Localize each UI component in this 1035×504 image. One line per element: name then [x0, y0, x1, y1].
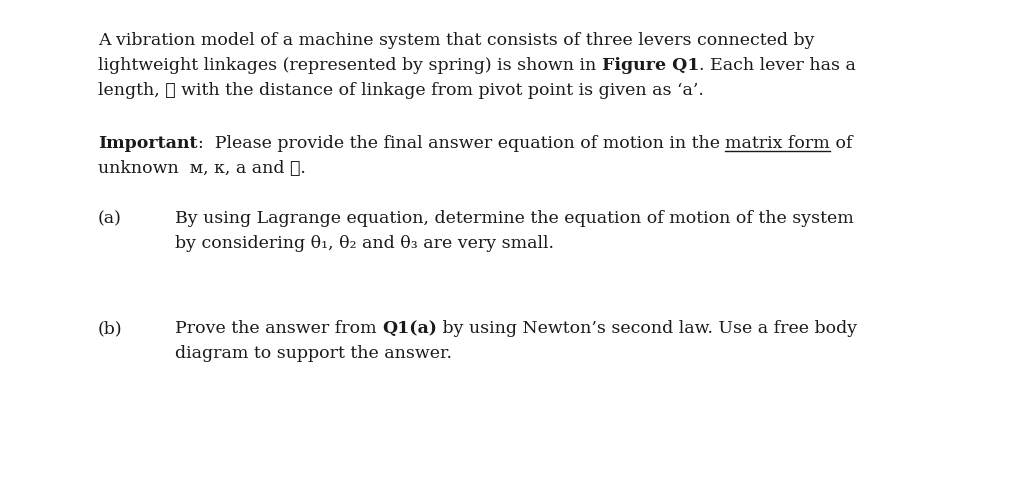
Text: Q1(a): Q1(a) — [382, 320, 437, 337]
Text: Prove the answer from: Prove the answer from — [175, 320, 382, 337]
Text: By using Lagrange equation, determine the equation of motion of the system: By using Lagrange equation, determine th… — [175, 210, 854, 227]
Text: lightweight linkages (represented by spring) is shown in: lightweight linkages (represented by spr… — [98, 57, 601, 74]
Text: . Each lever has a: . Each lever has a — [699, 57, 856, 74]
Text: matrix form: matrix form — [724, 135, 830, 152]
Text: Important: Important — [98, 135, 198, 152]
Text: by using Newton’s second law. Use a free body: by using Newton’s second law. Use a free… — [437, 320, 857, 337]
Text: (a): (a) — [98, 210, 122, 227]
Text: diagram to support the answer.: diagram to support the answer. — [175, 345, 452, 362]
Text: by considering θ₁, θ₂ and θ₃ are very small.: by considering θ₁, θ₂ and θ₃ are very sm… — [175, 235, 554, 252]
Text: length, ℒ with the distance of linkage from pivot point is given as ‘a’.: length, ℒ with the distance of linkage f… — [98, 82, 704, 99]
Text: unknown  ᴍ, ᴋ, a and ℒ.: unknown ᴍ, ᴋ, a and ℒ. — [98, 160, 306, 177]
Text: :  Please provide the final answer equation of motion in the: : Please provide the final answer equati… — [198, 135, 724, 152]
Text: Figure Q1: Figure Q1 — [601, 57, 699, 74]
Text: (b): (b) — [98, 320, 122, 337]
Text: of: of — [830, 135, 852, 152]
Text: A vibration model of a machine system that consists of three levers connected by: A vibration model of a machine system th… — [98, 32, 815, 49]
